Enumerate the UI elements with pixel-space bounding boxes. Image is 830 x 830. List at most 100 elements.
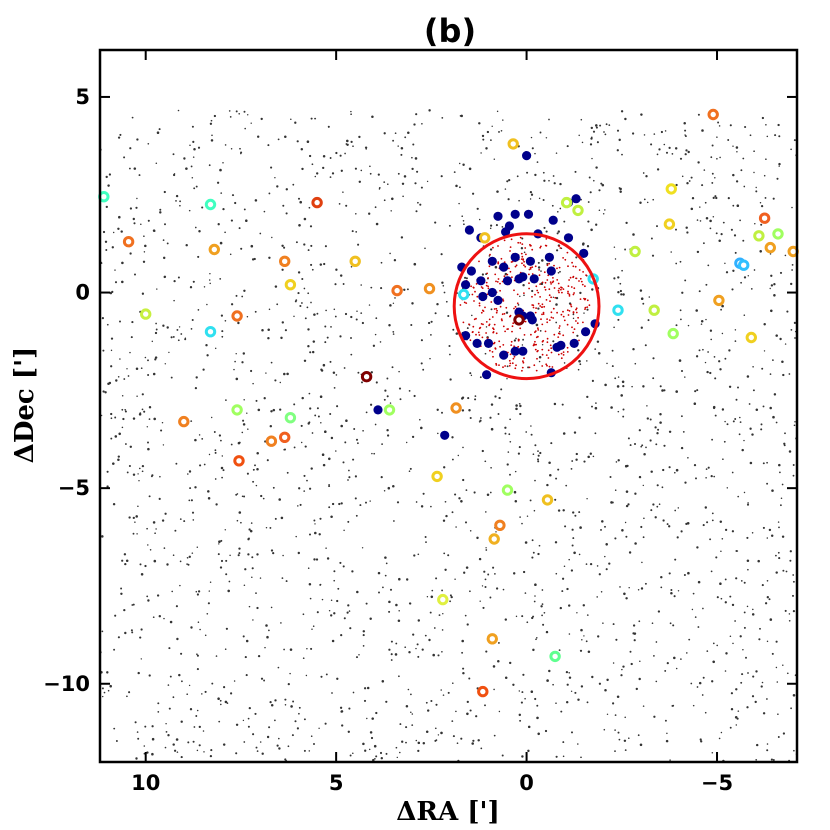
field-star — [135, 206, 138, 209]
field-star — [429, 611, 432, 614]
field-star — [438, 614, 441, 617]
field-star — [397, 619, 401, 622]
field-star — [320, 421, 322, 424]
field-star — [519, 295, 521, 298]
field-star — [485, 147, 488, 150]
field-star — [243, 289, 246, 292]
member-star — [570, 286, 573, 288]
field-star — [518, 446, 521, 449]
field-star — [394, 653, 398, 656]
field-star — [591, 675, 594, 679]
field-star — [687, 571, 690, 575]
field-star — [645, 175, 648, 178]
field-star — [357, 371, 360, 374]
field-star — [473, 491, 476, 494]
field-star — [521, 615, 524, 618]
field-star — [372, 758, 375, 762]
field-star — [334, 315, 337, 318]
field-star — [759, 250, 762, 253]
field-star — [508, 433, 511, 436]
field-star — [507, 198, 510, 201]
field-star — [478, 557, 482, 561]
field-star — [303, 287, 306, 290]
field-star — [537, 552, 540, 556]
field-star — [148, 495, 151, 498]
field-star — [462, 163, 465, 166]
field-star — [119, 133, 122, 136]
member-star — [524, 265, 527, 268]
field-star — [462, 667, 465, 670]
field-star — [452, 682, 454, 684]
field-star — [355, 656, 359, 659]
field-star — [533, 600, 536, 603]
field-star — [112, 231, 115, 234]
member-star — [540, 318, 542, 321]
field-star — [774, 134, 777, 137]
blue-star — [525, 256, 536, 266]
field-star — [309, 351, 312, 354]
field-star — [650, 470, 653, 473]
field-star — [348, 707, 351, 710]
field-star — [655, 443, 658, 446]
field-star — [476, 536, 479, 540]
member-star — [549, 300, 551, 302]
field-star — [761, 584, 764, 587]
field-star — [357, 442, 359, 445]
field-star — [385, 700, 388, 703]
field-star — [623, 739, 627, 743]
field-star — [743, 611, 746, 614]
field-star — [268, 726, 271, 729]
field-star — [124, 408, 127, 411]
field-star — [707, 466, 710, 469]
field-star — [732, 145, 734, 147]
blue-star — [487, 256, 497, 266]
field-star — [628, 586, 630, 589]
field-star — [128, 691, 131, 694]
field-star — [416, 643, 419, 646]
member-star — [509, 270, 512, 273]
field-star — [251, 576, 253, 579]
field-star — [359, 504, 362, 507]
field-star — [474, 395, 477, 397]
field-star — [132, 532, 135, 535]
field-star — [766, 579, 769, 582]
field-star — [541, 589, 544, 591]
field-star — [216, 181, 220, 184]
field-star — [758, 638, 761, 641]
field-star — [344, 312, 348, 316]
field-star — [500, 129, 503, 132]
member-star — [541, 365, 544, 367]
field-star — [717, 121, 720, 124]
field-star — [644, 582, 647, 585]
field-star — [458, 202, 460, 205]
field-star — [220, 539, 223, 542]
field-star — [403, 175, 407, 178]
field-star — [537, 307, 540, 310]
field-star — [668, 466, 671, 469]
field-star — [162, 256, 166, 260]
field-star — [645, 446, 647, 449]
member-star — [535, 307, 537, 309]
field-star — [632, 233, 635, 236]
field-star — [469, 530, 472, 532]
field-star — [428, 638, 431, 642]
field-star — [753, 150, 755, 153]
field-star — [209, 581, 212, 584]
field-star — [784, 432, 786, 435]
field-star — [448, 344, 451, 348]
field-star — [531, 289, 534, 293]
blue-star — [518, 272, 528, 282]
ring-star — [458, 288, 470, 301]
ring-star — [311, 196, 323, 209]
field-star — [675, 468, 679, 472]
field-star — [740, 169, 743, 172]
member-star — [513, 355, 516, 358]
field-star — [202, 730, 205, 732]
field-star — [380, 757, 383, 760]
field-star — [173, 299, 175, 302]
member-star — [470, 285, 472, 288]
member-star — [510, 344, 513, 346]
blue-star — [493, 295, 503, 305]
field-star — [340, 424, 344, 428]
field-star — [556, 232, 559, 235]
